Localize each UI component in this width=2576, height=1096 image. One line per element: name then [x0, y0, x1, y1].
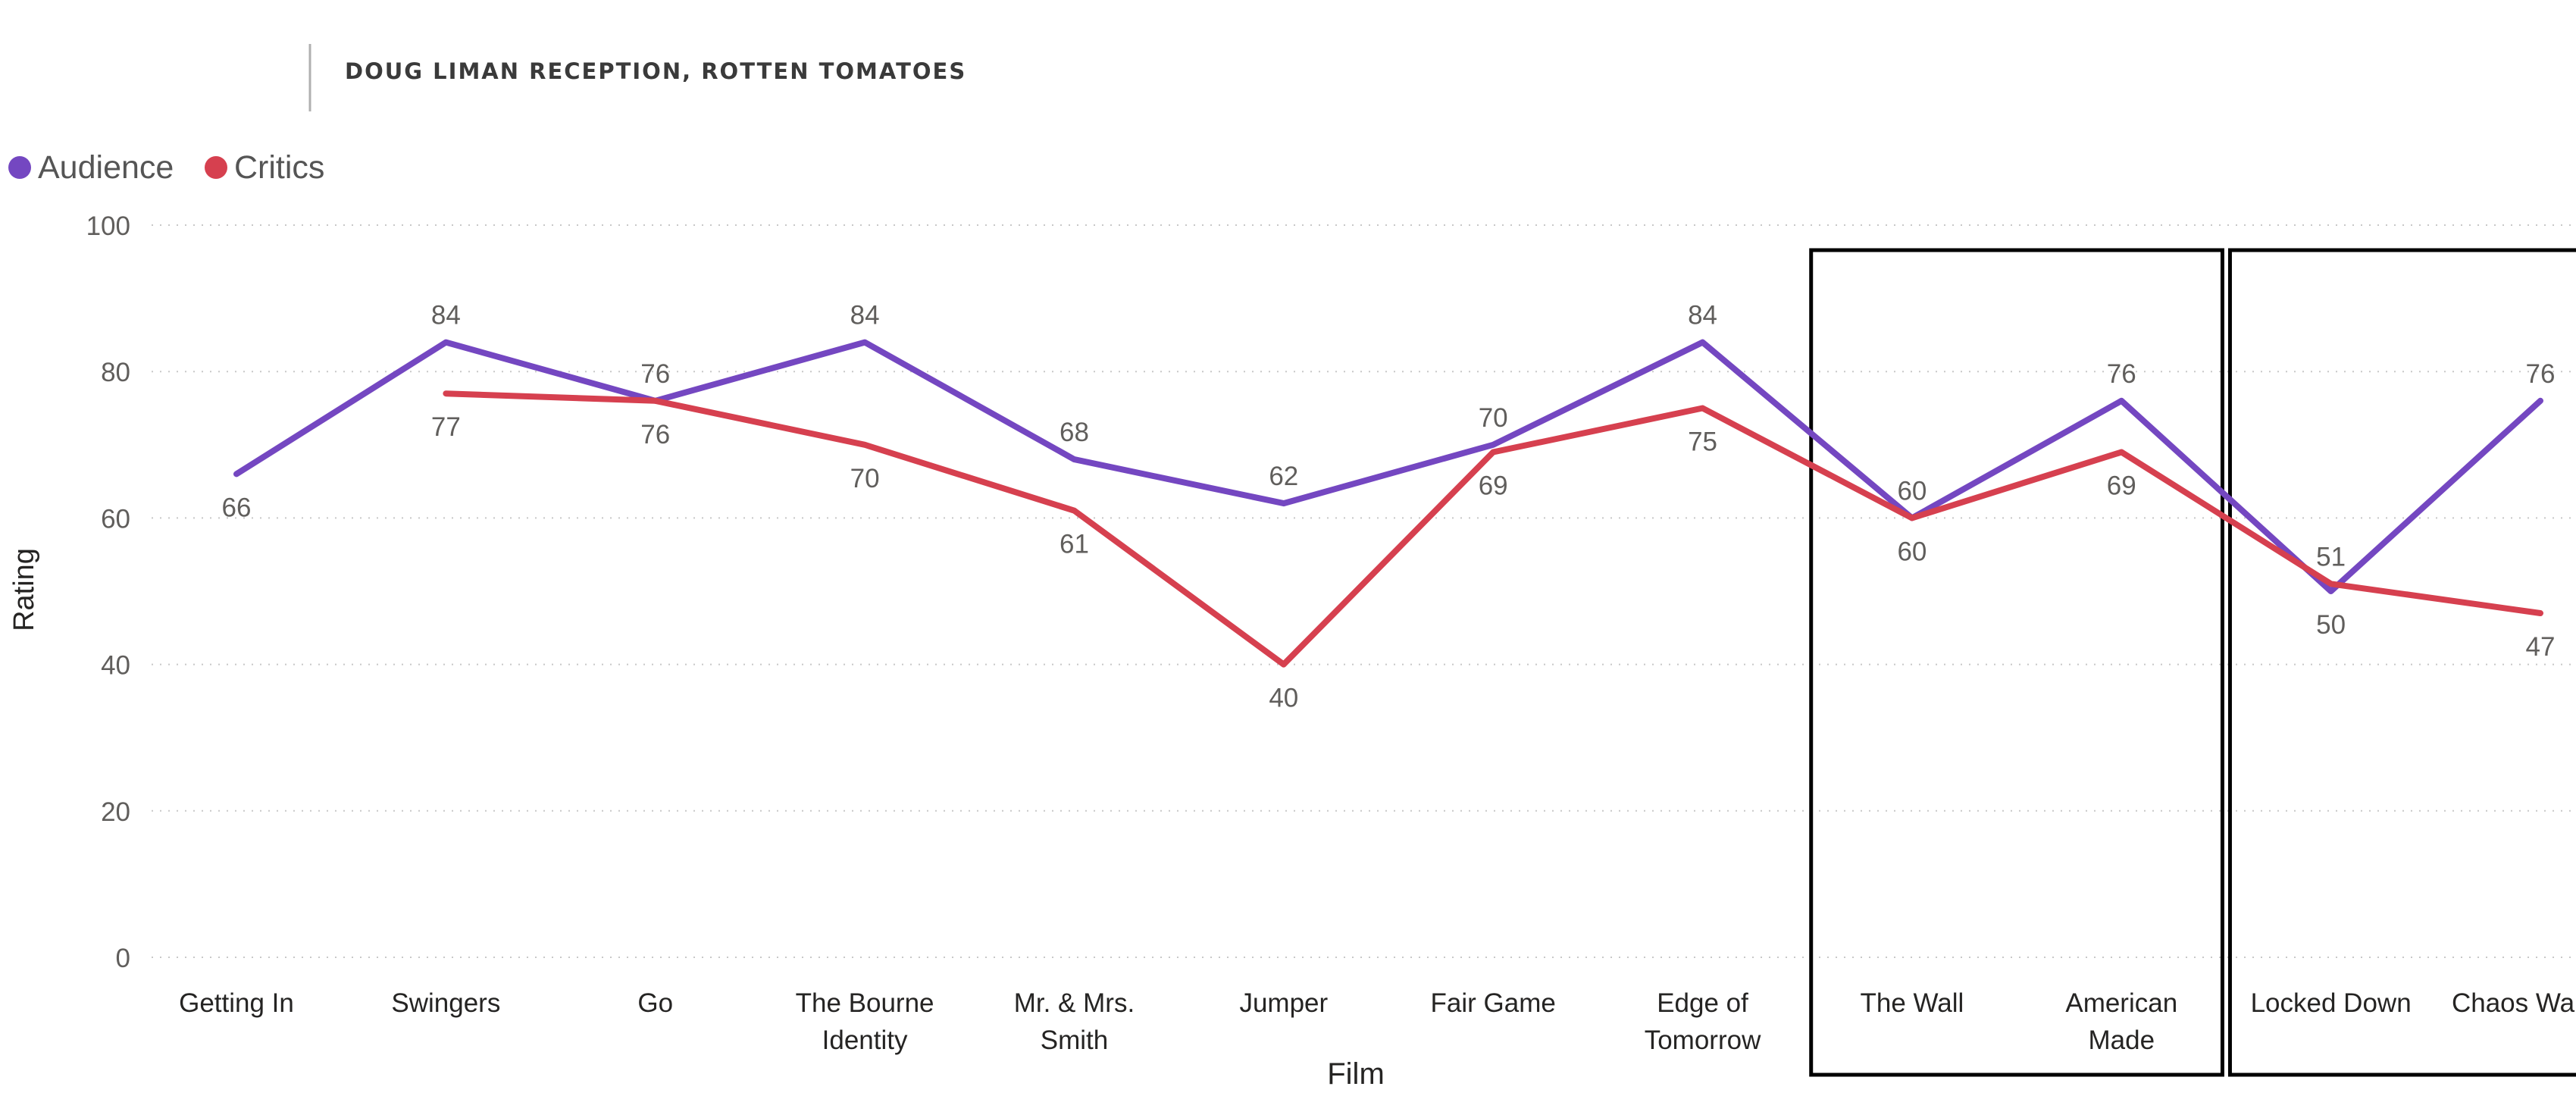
data-label-critics: 76 [640, 420, 670, 449]
series-line-critics [443, 390, 2543, 668]
x-tick-label-line: Fair Game [1431, 988, 1556, 1018]
legend-audience-label: Audience [38, 149, 174, 186]
data-label-audience: 50 [2316, 610, 2346, 640]
legend: Audience Critics [8, 149, 324, 186]
x-tick-label: Mr. & Mrs. Smith [1014, 988, 1135, 1055]
x-tick-label-line: The Wall [1861, 988, 1964, 1018]
data-label-audience: 84 [850, 301, 880, 330]
x-tick-label-line: Locked Down [2251, 988, 2412, 1018]
highlight-box [1809, 248, 2224, 1077]
data-label-audience: 76 [2107, 359, 2136, 389]
data-label-critics: 40 [1269, 684, 1298, 713]
x-tick-label-line: Made [2088, 1026, 2155, 1055]
x-tick-label-line: American [2065, 988, 2177, 1018]
data-label-critics: 69 [1479, 471, 1508, 500]
highlight-boxes [1809, 248, 2576, 1077]
x-tick-label-line: Mr. & Mrs. [1014, 988, 1135, 1018]
series-line-audience [233, 339, 2543, 594]
legend-critics-marker [205, 156, 227, 179]
legend-audience-marker [8, 156, 31, 179]
x-tick-label-line: Edge of [1657, 988, 1748, 1018]
x-tick-label-line: Getting In [179, 988, 294, 1018]
x-tick-label-line: Identity [822, 1026, 908, 1055]
x-tick-label-line: Tomorrow [1645, 1026, 1761, 1055]
x-tick-label: Edge of Tomorrow [1645, 988, 1761, 1055]
x-tick-label: Locked Down [2251, 988, 2412, 1018]
highlight-box [2227, 248, 2576, 1077]
x-axis-title: Film [1327, 1057, 1385, 1091]
x-tick-label-line: Smith [1041, 1026, 1108, 1055]
data-label-critics: 69 [2107, 471, 2136, 500]
x-tick-label-line: The Bourne [796, 988, 934, 1018]
data-label-critics: 61 [1060, 530, 1089, 559]
x-tick-label: Jumper [1239, 988, 1328, 1018]
data-label-audience: 68 [1060, 418, 1089, 447]
y-tick-label: 80 [101, 358, 130, 387]
x-tick-label: Getting In [179, 988, 294, 1018]
y-tick-label: 60 [101, 504, 130, 534]
x-tick-label: The Bourne Identity [796, 988, 934, 1055]
x-tick-label: American Made [2065, 988, 2177, 1055]
data-label-critics: 60 [1897, 537, 1927, 566]
data-label-audience: 62 [1269, 462, 1298, 491]
data-label-critics: 51 [2316, 542, 2346, 571]
chart-title: DOUG LIMAN RECEPTION, ROTTEN TOMATOES [345, 58, 966, 84]
x-tick-label-line: Jumper [1239, 988, 1328, 1018]
data-label-audience: 76 [640, 359, 670, 389]
data-label-audience: 70 [1479, 403, 1508, 433]
y-tick-label: 0 [116, 944, 130, 973]
x-tick-label-line: Swingers [391, 988, 500, 1018]
y-tick-label: 40 [101, 651, 130, 681]
x-tick-label: Fair Game [1431, 988, 1556, 1018]
data-label-critics: 75 [1688, 427, 1717, 457]
data-label-audience: 76 [2526, 359, 2556, 389]
x-tick-label: Chaos Walking [2452, 988, 2576, 1018]
data-label-critics: 70 [850, 464, 880, 493]
y-axis-title: Rating [8, 548, 40, 631]
x-tick-label-line: Go [637, 988, 673, 1018]
x-tick-label: Swingers [391, 988, 500, 1018]
data-label-audience: 84 [1688, 301, 1717, 330]
y-tick-label: 20 [101, 797, 130, 827]
data-label-audience: 66 [222, 493, 252, 522]
x-tick-label-line: Chaos Walking [2452, 988, 2576, 1018]
data-labels: 66 84 77 76 76 84 70 68 61 62 40 70 69 84 75 60 60 76 69 50… [222, 301, 2556, 713]
y-axis-ticks: 0 20 40 60 80 100 [86, 211, 130, 973]
x-axis-labels: Getting In Swingers Go The Bourne Identity Mr… [179, 988, 2576, 1055]
x-tick-label: The Wall [1861, 988, 1964, 1018]
series-lines [233, 339, 2543, 668]
legend-critics-label: Critics [234, 149, 324, 186]
data-label-critics: 77 [431, 412, 461, 442]
data-label-audience: 84 [431, 301, 461, 330]
data-label-audience: 60 [1897, 476, 1927, 506]
gridlines [152, 224, 2571, 958]
x-tick-label: Go [637, 988, 673, 1018]
y-tick-label: 100 [86, 211, 130, 241]
data-label-critics: 47 [2526, 632, 2556, 662]
